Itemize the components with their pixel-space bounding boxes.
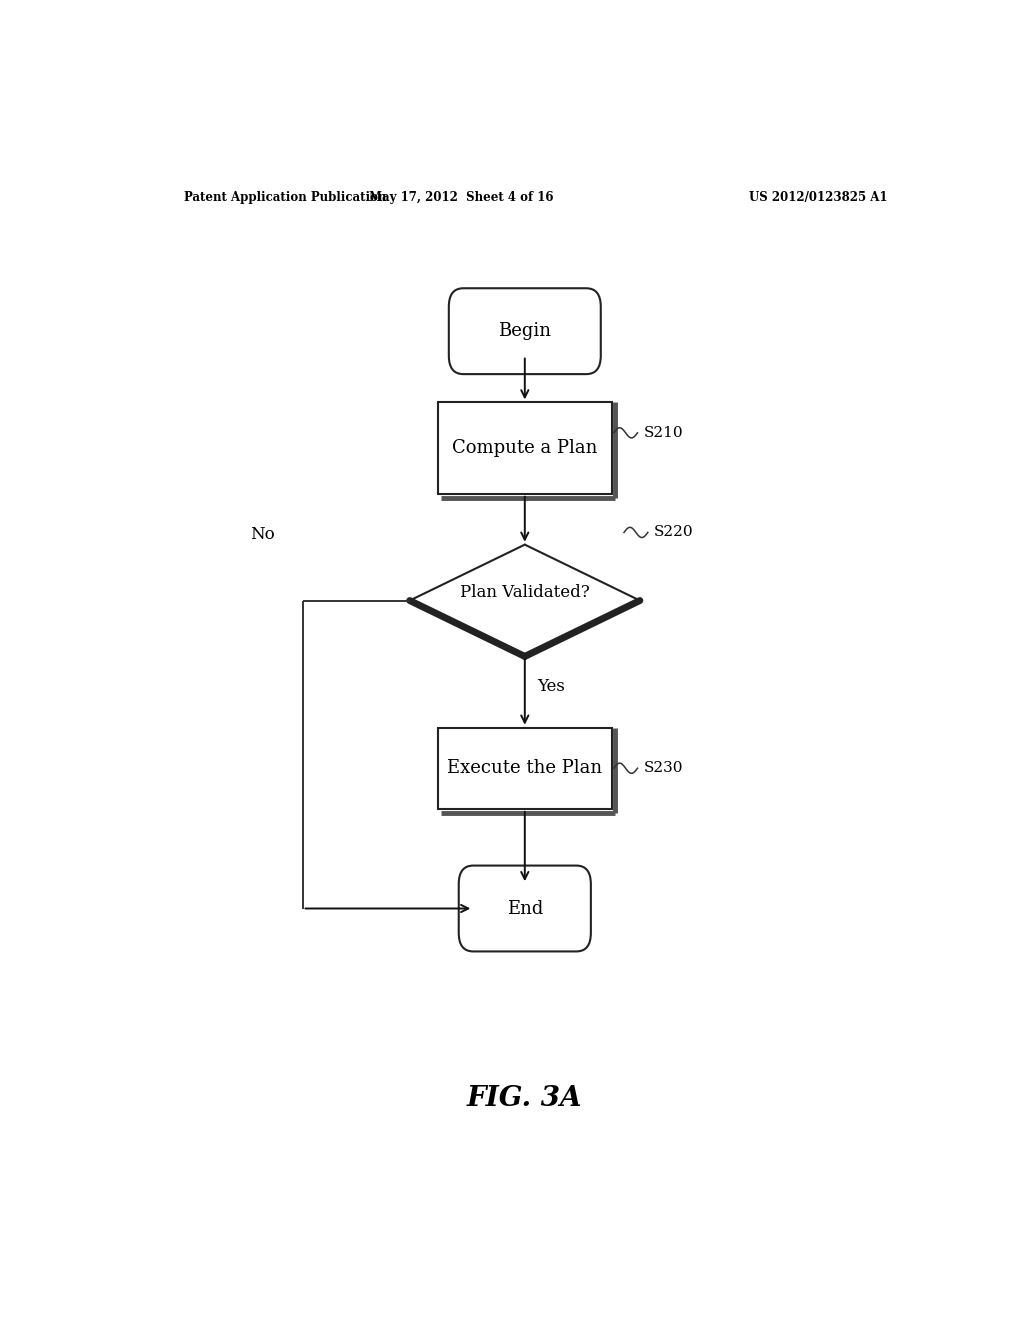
Text: S210: S210: [644, 426, 683, 440]
Text: Compute a Plan: Compute a Plan: [453, 440, 597, 457]
Text: No: No: [251, 525, 275, 543]
Text: S230: S230: [644, 762, 683, 775]
FancyBboxPatch shape: [449, 288, 601, 374]
Text: S220: S220: [654, 525, 694, 540]
Text: US 2012/0123825 A1: US 2012/0123825 A1: [750, 190, 888, 203]
Bar: [437, 727, 612, 809]
FancyBboxPatch shape: [459, 866, 591, 952]
Text: May 17, 2012  Sheet 4 of 16: May 17, 2012 Sheet 4 of 16: [369, 190, 554, 203]
Text: End: End: [507, 899, 543, 917]
Text: Yes: Yes: [537, 678, 564, 696]
Text: Plan Validated?: Plan Validated?: [460, 583, 590, 601]
Text: Begin: Begin: [499, 322, 551, 341]
Polygon shape: [410, 545, 640, 656]
Text: Execute the Plan: Execute the Plan: [447, 759, 602, 777]
Bar: [437, 403, 612, 494]
Text: FIG. 3A: FIG. 3A: [467, 1085, 583, 1111]
Text: Patent Application Publication: Patent Application Publication: [183, 190, 386, 203]
